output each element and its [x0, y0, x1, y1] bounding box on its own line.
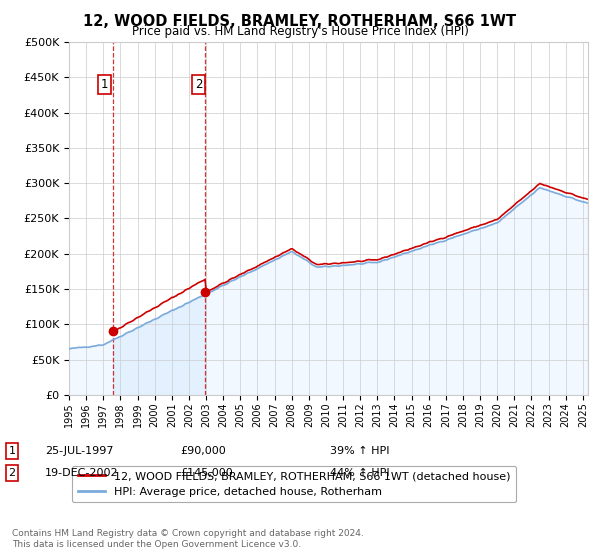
- Text: 1: 1: [8, 446, 16, 456]
- Text: 19-DEC-2002: 19-DEC-2002: [45, 468, 119, 478]
- Text: 2: 2: [195, 78, 202, 91]
- Text: 25-JUL-1997: 25-JUL-1997: [45, 446, 113, 456]
- Text: 1: 1: [101, 78, 108, 91]
- Text: £90,000: £90,000: [180, 446, 226, 456]
- Text: 12, WOOD FIELDS, BRAMLEY, ROTHERHAM, S66 1WT: 12, WOOD FIELDS, BRAMLEY, ROTHERHAM, S66…: [83, 14, 517, 29]
- Legend: 12, WOOD FIELDS, BRAMLEY, ROTHERHAM, S66 1WT (detached house), HPI: Average pric: 12, WOOD FIELDS, BRAMLEY, ROTHERHAM, S66…: [72, 465, 516, 502]
- Text: 39% ↑ HPI: 39% ↑ HPI: [330, 446, 389, 456]
- Text: £145,000: £145,000: [180, 468, 233, 478]
- Text: 44% ↑ HPI: 44% ↑ HPI: [330, 468, 389, 478]
- Text: Contains HM Land Registry data © Crown copyright and database right 2024.
This d: Contains HM Land Registry data © Crown c…: [12, 529, 364, 549]
- Text: Price paid vs. HM Land Registry's House Price Index (HPI): Price paid vs. HM Land Registry's House …: [131, 25, 469, 38]
- Text: 2: 2: [8, 468, 16, 478]
